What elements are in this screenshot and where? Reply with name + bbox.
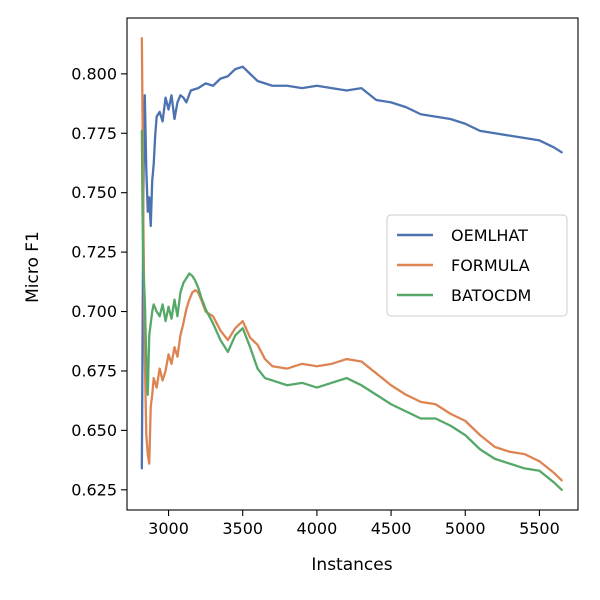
y-tick-label: 0.650 xyxy=(71,421,117,440)
label-layer: Instances Micro F1 xyxy=(23,231,393,575)
x-tick-label: 3500 xyxy=(222,519,263,538)
x-tick-label: 3000 xyxy=(148,519,189,538)
series-line-formula xyxy=(140,37,563,482)
x-axis-label: Instances xyxy=(311,555,392,575)
x-tick-label: 4500 xyxy=(371,519,412,538)
y-tick-label: 0.675 xyxy=(71,361,117,380)
y-tick-label: 0.775 xyxy=(71,124,117,143)
series-line-batocdm xyxy=(140,129,563,491)
x-tick-label: 5000 xyxy=(445,519,486,538)
plot-layer xyxy=(140,37,563,491)
axes-frame xyxy=(126,17,579,511)
legend-layer: OEMLHAT FORMULA BATOCDM xyxy=(386,214,568,317)
legend-box xyxy=(386,214,568,317)
y-tick-label: 0.700 xyxy=(71,302,117,321)
legend-label-formula: FORMULA xyxy=(451,256,530,275)
y-tick-label: 0.800 xyxy=(71,64,117,83)
y-tick-label: 0.750 xyxy=(71,183,117,202)
x-tick-label: 4000 xyxy=(297,519,338,538)
y-axis-label: Micro F1 xyxy=(23,231,43,303)
legend-label-oemlhat: OEMLHAT xyxy=(451,226,528,245)
y-tick-label: 0.725 xyxy=(71,243,117,262)
series-line-oemlhat xyxy=(140,65,563,470)
legend-label-batocdm: BATOCDM xyxy=(451,286,531,305)
axes-layer: 3000 3500 4000 4500 5000 5500 0.625 0.650 0.675 0… xyxy=(71,17,579,538)
x-tick-label: 5500 xyxy=(519,519,560,538)
y-tick-label: 0.625 xyxy=(71,480,117,499)
